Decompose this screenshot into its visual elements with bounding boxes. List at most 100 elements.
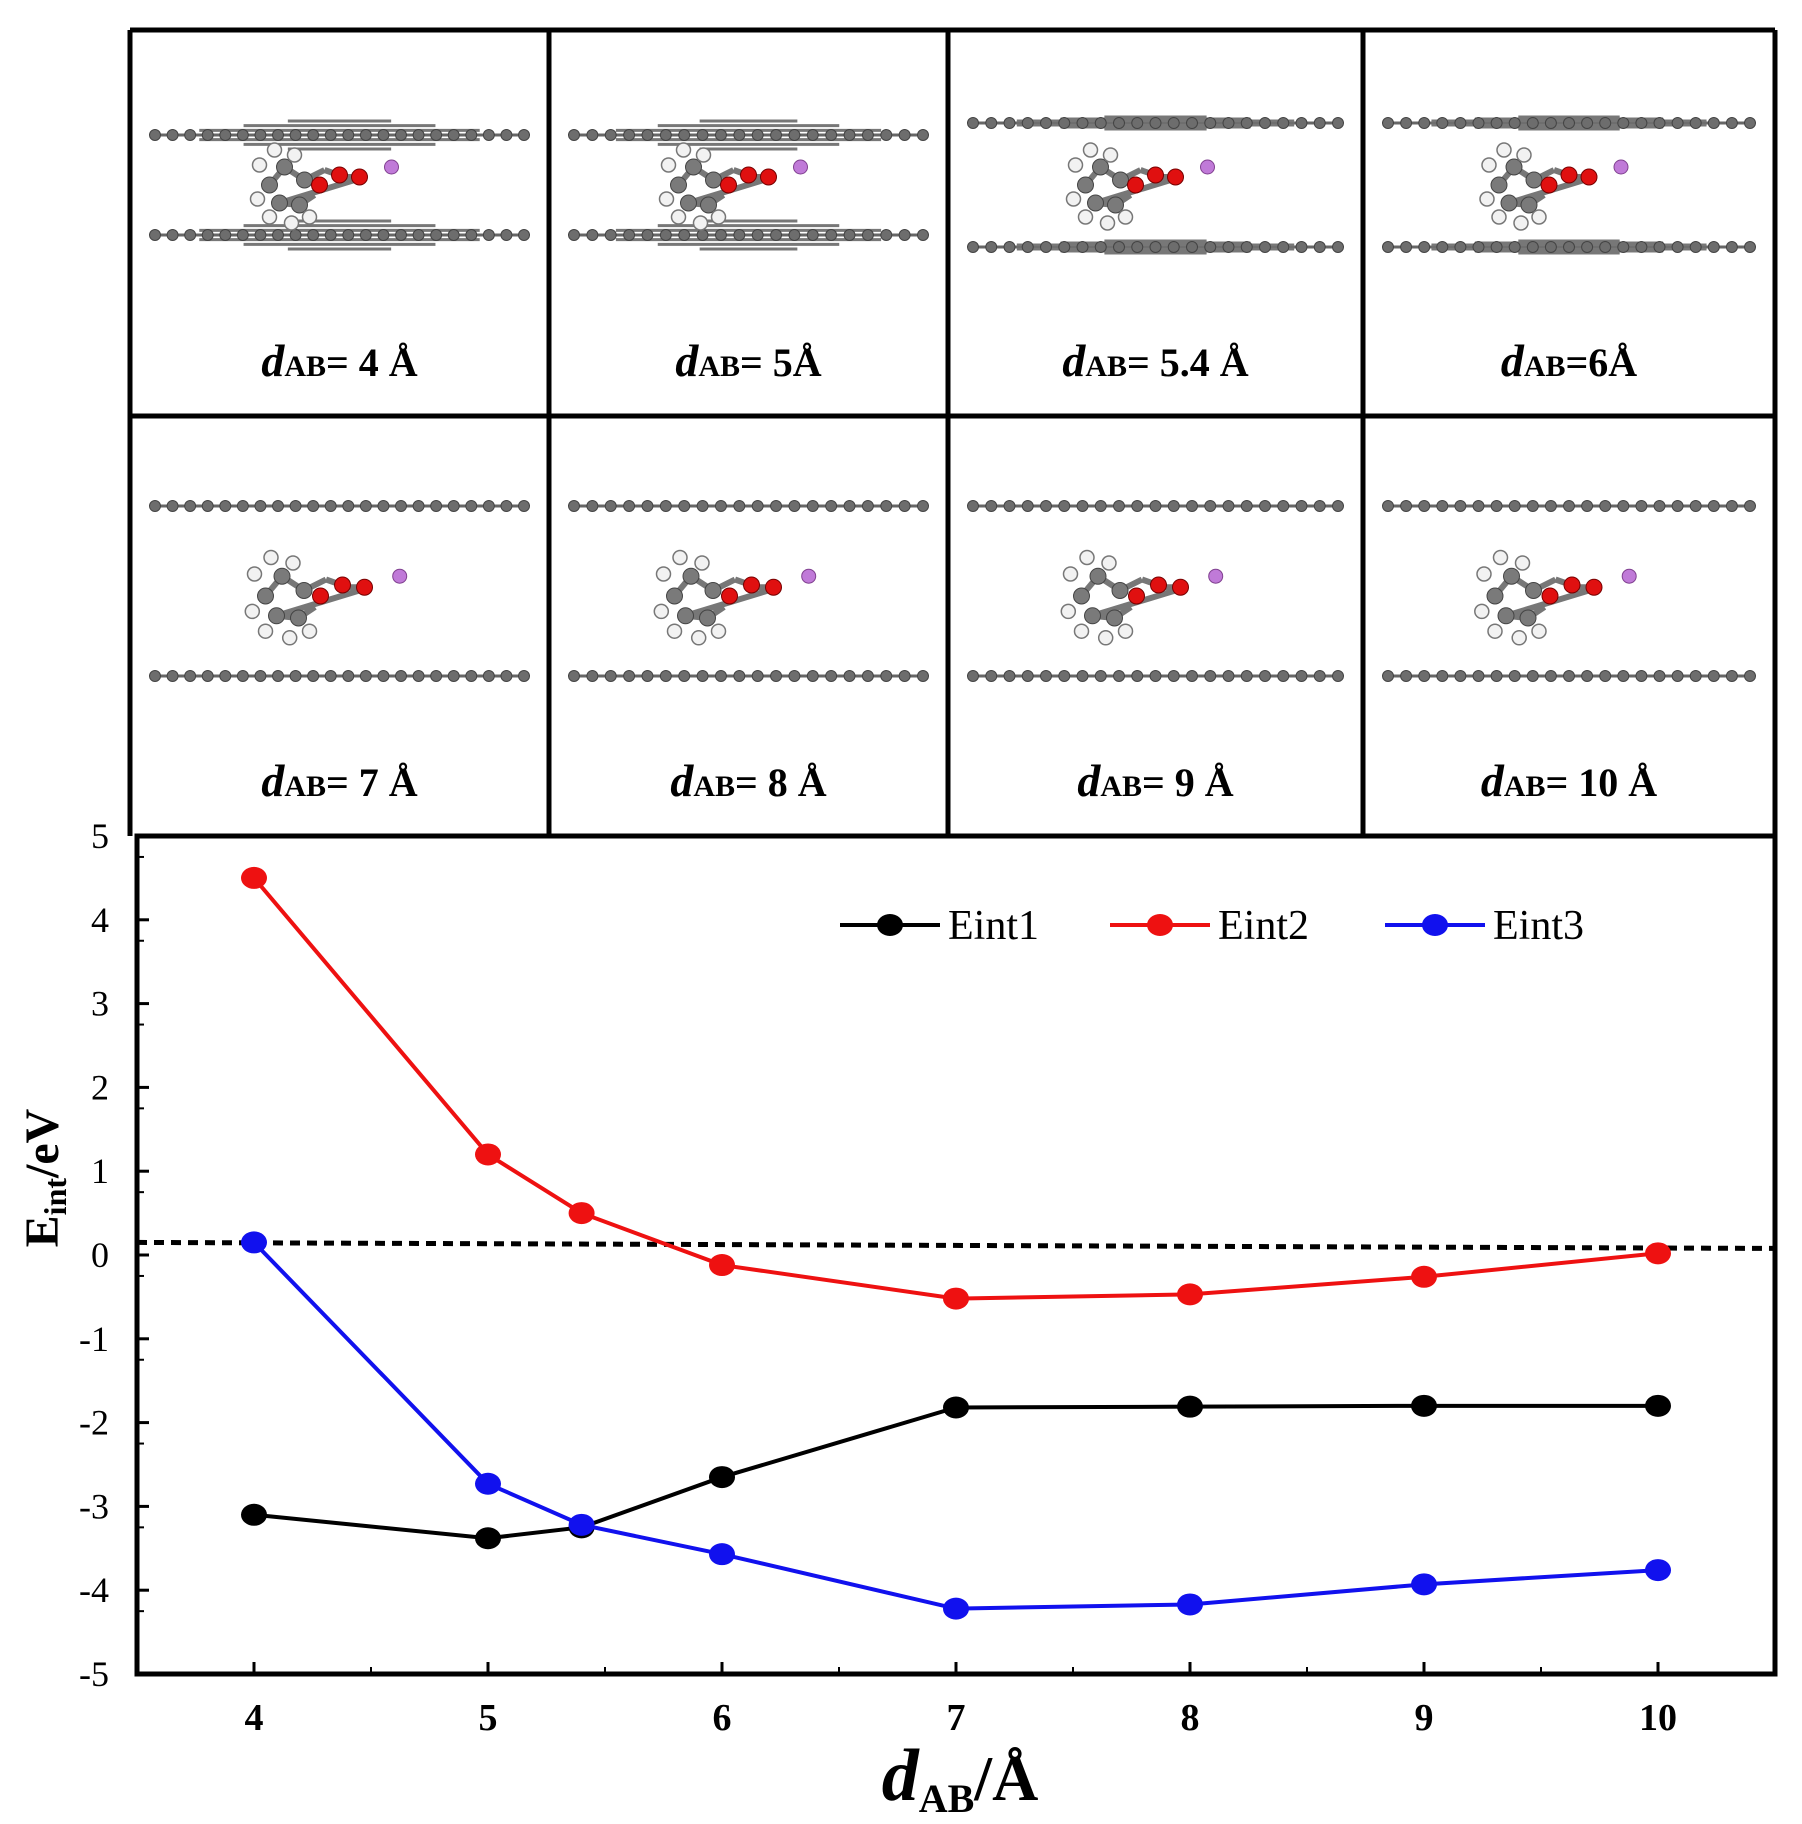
oxygen-atom <box>720 176 737 194</box>
graphene-layer <box>149 500 530 512</box>
carbon-atom <box>586 229 599 241</box>
carbon-atom <box>670 176 687 194</box>
carbon-atom <box>1617 117 1630 129</box>
carbon-atom <box>412 229 425 241</box>
carbon-atom <box>149 670 161 682</box>
carbon-atom <box>1313 117 1326 129</box>
panel-label: dAB= 7 Å <box>261 755 417 806</box>
carbon-atom <box>659 670 672 682</box>
carbon-atom <box>1021 241 1034 253</box>
carbon-atom <box>1084 607 1101 625</box>
carbon-atom <box>1563 241 1575 253</box>
legend-label: Eint1 <box>948 903 1039 949</box>
carbon-atom <box>289 670 302 682</box>
carbon-atom <box>1599 670 1612 682</box>
carbon-atom <box>1204 241 1217 253</box>
carbon-atom <box>641 129 654 141</box>
carbon-atom <box>1490 670 1503 682</box>
hydrogen-atom <box>1117 623 1134 639</box>
hydrogen-atom <box>1481 157 1497 173</box>
y-tick-label: 4 <box>91 900 109 940</box>
carbon-atom <box>788 670 801 682</box>
carbon-atom <box>641 670 654 682</box>
hydrogen-atom <box>301 623 318 639</box>
graphene-layer <box>967 670 1344 682</box>
lithium-atom <box>801 568 817 584</box>
carbon-atom <box>659 129 672 141</box>
carbon-atom <box>1500 194 1518 212</box>
lithium-atom <box>793 159 808 175</box>
carbon-atom <box>1277 670 1290 682</box>
carbon-atom <box>678 129 691 141</box>
carbon-atom <box>254 129 267 141</box>
carbon-atom <box>1653 500 1666 512</box>
oxygen-atom <box>1147 166 1164 184</box>
carbon-atom <box>1332 117 1344 129</box>
carbon-atom <box>166 129 179 141</box>
data-point <box>943 1396 969 1419</box>
carbon-atom <box>825 670 838 682</box>
hydrogen-atom <box>257 623 274 639</box>
carbon-atom <box>1436 117 1449 129</box>
carbon-atom <box>1418 500 1431 512</box>
y-tick-label: 3 <box>91 984 109 1024</box>
carbon-atom <box>395 500 407 512</box>
carbon-atom <box>880 500 893 512</box>
structure-panel: dAB=6Å <box>1382 115 1756 386</box>
hydrogen-atom <box>710 209 727 225</box>
y-tick-label: 1 <box>91 1151 109 1191</box>
carbon-atom <box>1113 241 1125 253</box>
carbon-atom <box>641 500 654 512</box>
carbon-atom <box>1186 500 1198 512</box>
carbon-atom <box>898 500 911 512</box>
carbon-atom <box>272 670 284 682</box>
hydrogen-atom <box>690 630 707 646</box>
series-line <box>252 876 1659 1301</box>
structure-panel: dAB= 5Å <box>568 119 929 386</box>
carbon-atom <box>430 129 443 141</box>
data-point <box>475 1472 501 1495</box>
carbon-atom <box>1295 117 1308 129</box>
series-Eint1 <box>241 1394 1671 1550</box>
carbon-atom <box>1563 117 1575 129</box>
carbon-atom <box>184 129 197 141</box>
graphene-layer <box>1382 115 1756 131</box>
data-point <box>709 1254 735 1277</box>
hydrogen-atom <box>1514 555 1531 571</box>
carbon-atom <box>917 229 929 241</box>
carbon-atom <box>1076 117 1089 129</box>
carbon-atom <box>395 229 407 241</box>
carbon-atom <box>825 500 838 512</box>
oxygen-atom <box>334 576 351 594</box>
carbon-atom <box>1113 670 1125 682</box>
carbon-atom <box>917 670 929 682</box>
carbon-atom <box>307 129 320 141</box>
oxygen-atom <box>1563 576 1581 594</box>
carbon-atom <box>1204 670 1217 682</box>
oxygen-atom <box>312 587 329 605</box>
hydrogen-atom <box>1067 157 1084 173</box>
carbon-atom <box>770 670 783 682</box>
carbon-atom <box>1490 117 1503 129</box>
y-tick-label: -1 <box>79 1319 109 1359</box>
carbon-atom <box>1240 500 1253 512</box>
carbon-atom <box>568 670 580 682</box>
carbon-atom <box>377 229 390 241</box>
carbon-atom <box>1186 241 1198 253</box>
carbon-atom <box>219 500 232 512</box>
carbon-atom <box>898 229 911 241</box>
legend: Eint1 Eint2 Eint3 <box>840 903 1584 949</box>
carbon-atom <box>219 129 232 141</box>
carbon-atom <box>518 129 530 141</box>
oxygen-atom <box>1540 176 1558 194</box>
carbon-atom <box>1525 171 1543 189</box>
carbon-atom <box>1131 500 1144 512</box>
carbon-atom <box>1707 117 1720 129</box>
carbon-atom <box>1113 117 1125 129</box>
hydrogen-atom <box>710 623 727 639</box>
carbon-atom <box>307 670 320 682</box>
carbon-atom <box>1581 241 1594 253</box>
oxygen-atom <box>331 166 348 184</box>
carbon-atom <box>1400 117 1413 129</box>
oxygen-atom <box>1172 578 1189 596</box>
